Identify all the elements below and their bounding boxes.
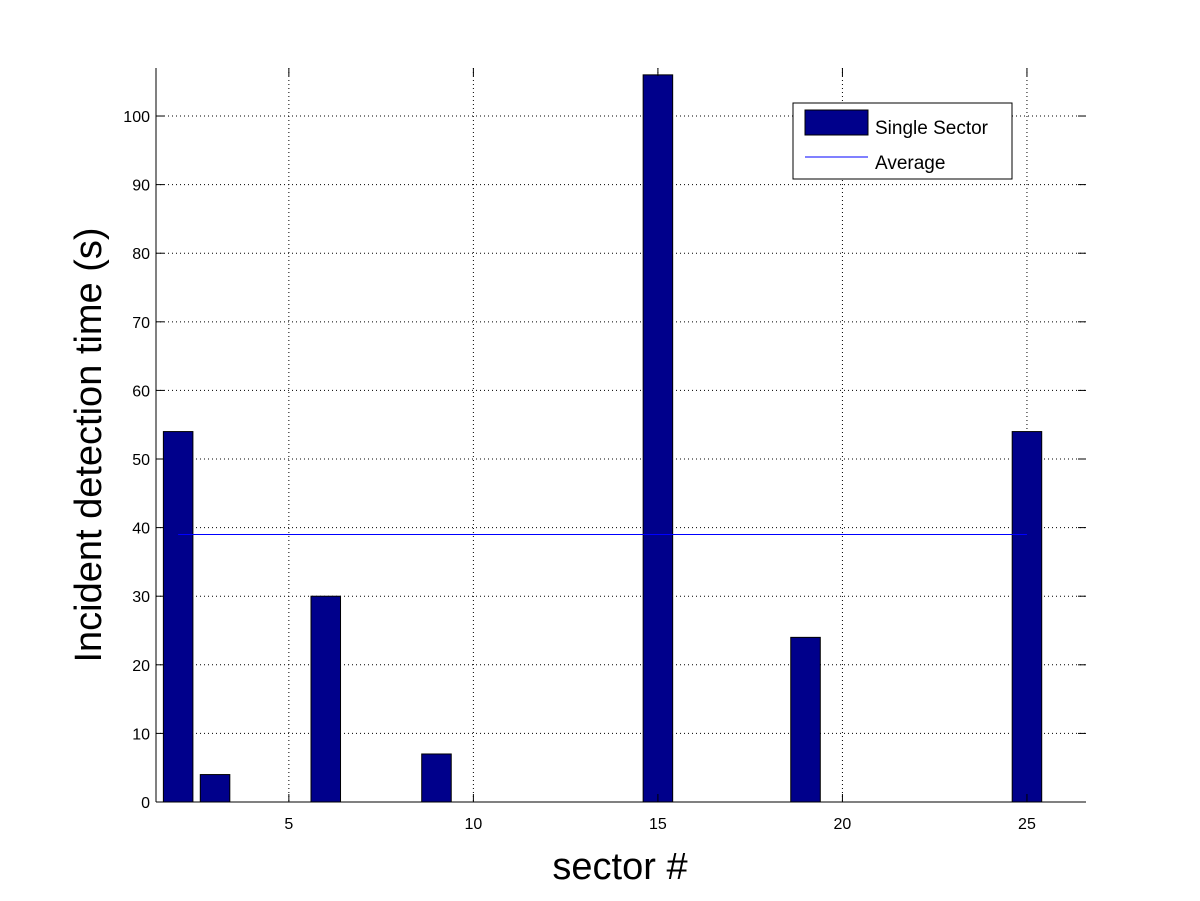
- bar: [162, 431, 194, 803]
- bar: [642, 74, 674, 803]
- bar: [790, 636, 821, 803]
- bars: [162, 74, 1043, 803]
- y-tick-labels: 0 10 20 30 40 50 60 70 80 90 100: [123, 109, 150, 812]
- bar: [1011, 431, 1043, 803]
- x-tick-label: 10: [464, 816, 482, 833]
- legend-label-single-sector: Single Sector: [875, 118, 989, 139]
- bar: [310, 595, 342, 803]
- y-tick-label: 50: [132, 452, 150, 469]
- y-tick-label: 20: [132, 658, 150, 675]
- y-tick-label: 70: [132, 315, 150, 332]
- y-tick-label: 10: [132, 726, 150, 743]
- x-tick-labels: 5 10 15 20 25: [284, 816, 1036, 833]
- x-tick-label: 20: [834, 816, 852, 833]
- x-tick-label: 5: [284, 816, 293, 833]
- x-tick-label: 15: [649, 816, 667, 833]
- x-axis-title: sector #: [552, 846, 687, 888]
- y-tick-label: 0: [141, 795, 150, 812]
- legend-bar-swatch: [804, 109, 869, 136]
- y-axis-title: Incident detection time (s): [68, 227, 110, 662]
- y-tick-label: 60: [132, 383, 150, 400]
- legend: Single Sector Average: [792, 102, 1013, 180]
- axes: [155, 68, 1086, 803]
- y-tick-label: 100: [123, 109, 150, 126]
- bar: [421, 753, 452, 803]
- y-tick-label: 90: [132, 178, 150, 195]
- x-tick-label: 25: [1018, 816, 1036, 833]
- bar: [199, 774, 231, 803]
- y-tick-label: 80: [132, 246, 150, 263]
- legend-label-average: Average: [875, 153, 945, 174]
- y-tick-label: 30: [132, 589, 150, 606]
- y-tick-label: 40: [132, 521, 150, 538]
